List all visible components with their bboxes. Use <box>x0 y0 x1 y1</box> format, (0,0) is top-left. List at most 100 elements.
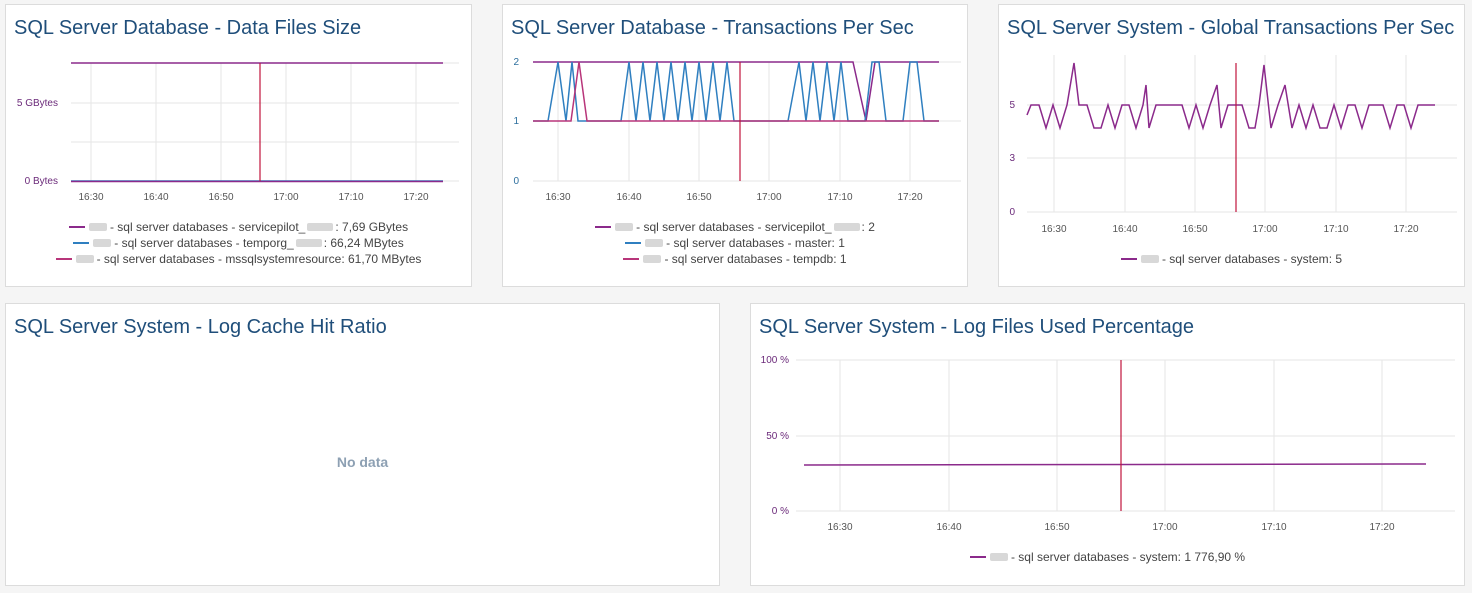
panel-title: SQL Server System - Log Cache Hit Ratio <box>14 316 387 338</box>
x-tick-label: 17:10 <box>827 192 852 203</box>
redacted-host <box>643 255 662 263</box>
redacted-suffix <box>295 239 322 247</box>
x-tick-label: 16:50 <box>686 192 711 203</box>
redacted-host <box>989 553 1008 561</box>
panel-title: SQL Server System - Global Transactions … <box>1007 17 1455 39</box>
legend-label: - sql server databases - tempdb <box>664 252 834 266</box>
legend-value: : 61,70 MBytes <box>341 252 422 266</box>
x-tick-label: 17:00 <box>1252 224 1277 235</box>
legend-swatch <box>68 226 85 228</box>
legend-label: - sql server databases - servicepilot_ <box>109 220 306 234</box>
series-master-line <box>533 61 939 122</box>
series-system-line <box>803 463 1427 466</box>
legend-label: - sql server databases - servicepilot_ <box>636 220 832 234</box>
legend-item[interactable]: - sql server databases - system: 5 <box>999 251 1464 267</box>
x-tick-label: 16:40 <box>1112 224 1137 235</box>
no-data-message: No data <box>336 454 389 470</box>
x-tick-label: 17:20 <box>1369 522 1394 533</box>
x-tick-label: 17:10 <box>338 192 363 203</box>
panel-title: SQL Server Database - Data Files Size <box>14 17 362 39</box>
redacted-host <box>93 239 112 247</box>
y-tick-label: 0 <box>513 176 519 187</box>
panel-log-files-used-percentage: SQL Server System - Log Files Used Perce… <box>750 303 1465 586</box>
y-tick-label: 2 <box>513 57 519 68</box>
legend-label: - sql server databases - system <box>1161 252 1329 266</box>
x-tick-label: 17:10 <box>1261 522 1286 533</box>
legend-item[interactable]: - sql server databases - temporg_ : 66,24… <box>6 235 471 251</box>
y-tick-label: 5 GBytes <box>17 98 58 109</box>
redacted-host <box>75 255 94 263</box>
redacted-host <box>88 223 107 231</box>
panel-global-transactions-per-sec: SQL Server System - Global Transactions … <box>998 4 1465 287</box>
x-tick-label: 17:20 <box>897 192 922 203</box>
legend-value: : 1 776,90 % <box>1177 550 1246 564</box>
panel-data-files-size: SQL Server Database - Data Files Size 0 … <box>5 4 472 287</box>
panel-title: SQL Server Database - Transactions Per S… <box>511 17 914 39</box>
legend-value: : 5 <box>1328 252 1343 266</box>
legend-value: : 2 <box>861 220 875 234</box>
legend-swatch <box>625 242 642 244</box>
x-tick-label: 17:10 <box>1323 224 1348 235</box>
series-servicepilot-line <box>533 61 939 122</box>
legend-value: : 1 <box>831 236 845 250</box>
legend-swatch <box>55 258 72 260</box>
chart-transactions-per-sec[interactable]: 0 1 2 16:30 16:40 16:50 17:00 17:10 17:2… <box>503 45 969 245</box>
chart-global-transactions-per-sec[interactable]: 0 3 5 16:30 16:40 16:50 17:00 17:10 17:2… <box>999 45 1466 245</box>
y-tick-label: 5 <box>1009 100 1015 111</box>
x-tick-label: 17:00 <box>1152 522 1177 533</box>
y-tick-label: 0 <box>1009 207 1015 218</box>
x-tick-label: 16:50 <box>208 192 233 203</box>
y-tick-label: 100 % <box>761 355 789 366</box>
redacted-suffix <box>307 223 334 231</box>
y-tick-label: 1 <box>513 116 519 127</box>
x-tick-label: 17:00 <box>756 192 781 203</box>
legend-item[interactable]: - sql server databases - servicepilot_ : … <box>6 219 471 235</box>
legend-value: : 7,69 GBytes <box>335 220 409 234</box>
y-tick-label: 50 % <box>766 431 789 442</box>
legend: - sql server databases - system: 1 776,9… <box>751 549 1464 565</box>
x-tick-label: 16:50 <box>1182 224 1207 235</box>
series-tempdb-line <box>533 61 939 122</box>
legend: - sql server databases - system: 5 <box>999 251 1464 267</box>
legend-swatch <box>595 226 612 228</box>
y-tick-label: 3 <box>1009 153 1015 164</box>
legend-item[interactable]: - sql server databases - mssqlsystemreso… <box>6 251 471 267</box>
redacted-host <box>645 239 664 247</box>
x-tick-label: 16:30 <box>1041 224 1066 235</box>
y-tick-label: 0 Bytes <box>25 176 58 187</box>
x-tick-label: 16:40 <box>936 522 961 533</box>
legend-label: - sql server databases - temporg_ <box>114 236 294 250</box>
legend-item[interactable]: - sql server databases - tempdb: 1 <box>503 251 967 267</box>
series-system-line <box>1026 62 1435 131</box>
redacted-host <box>1140 255 1159 263</box>
panel-log-cache-hit-ratio: SQL Server System - Log Cache Hit Ratio … <box>5 303 720 586</box>
x-tick-label: 16:50 <box>1044 522 1069 533</box>
legend-swatch <box>73 242 90 244</box>
chart-data-files-size[interactable]: 0 Bytes 5 GBytes 16:30 16:40 16:50 17:00… <box>6 45 473 245</box>
legend-item[interactable]: - sql server databases - servicepilot_ : … <box>503 219 967 235</box>
y-tick-label: 0 % <box>772 506 789 517</box>
x-tick-label: 17:20 <box>1393 224 1418 235</box>
x-tick-label: 17:00 <box>273 192 298 203</box>
legend-swatch <box>969 556 986 558</box>
legend: - sql server databases - servicepilot_ : … <box>503 219 967 267</box>
redacted-host <box>615 223 634 231</box>
panel-transactions-per-sec: SQL Server Database - Transactions Per S… <box>502 4 968 287</box>
legend-label: - sql server databases - system <box>1010 550 1178 564</box>
legend-item[interactable]: - sql server databases - system: 1 776,9… <box>751 549 1464 565</box>
legend-swatch <box>1120 258 1137 260</box>
chart-log-files-used-percentage[interactable]: 0 % 50 % 100 % 16:30 16:40 16:50 17:00 1… <box>751 344 1466 574</box>
legend-label: - sql server databases - master <box>666 236 832 250</box>
legend: - sql server databases - servicepilot_ : … <box>6 219 471 267</box>
x-tick-label: 16:30 <box>78 192 103 203</box>
legend-item[interactable]: - sql server databases - master: 1 <box>503 235 967 251</box>
legend-swatch <box>623 258 640 260</box>
x-tick-label: 16:30 <box>545 192 570 203</box>
x-tick-label: 16:30 <box>827 522 852 533</box>
panel-title: SQL Server System - Log Files Used Perce… <box>759 316 1194 338</box>
x-tick-label: 16:40 <box>143 192 168 203</box>
x-tick-label: 17:20 <box>403 192 428 203</box>
legend-value: : 1 <box>833 252 847 266</box>
legend-value: : 66,24 MBytes <box>323 236 404 250</box>
legend-label: - sql server databases - mssqlsystemreso… <box>96 252 342 266</box>
